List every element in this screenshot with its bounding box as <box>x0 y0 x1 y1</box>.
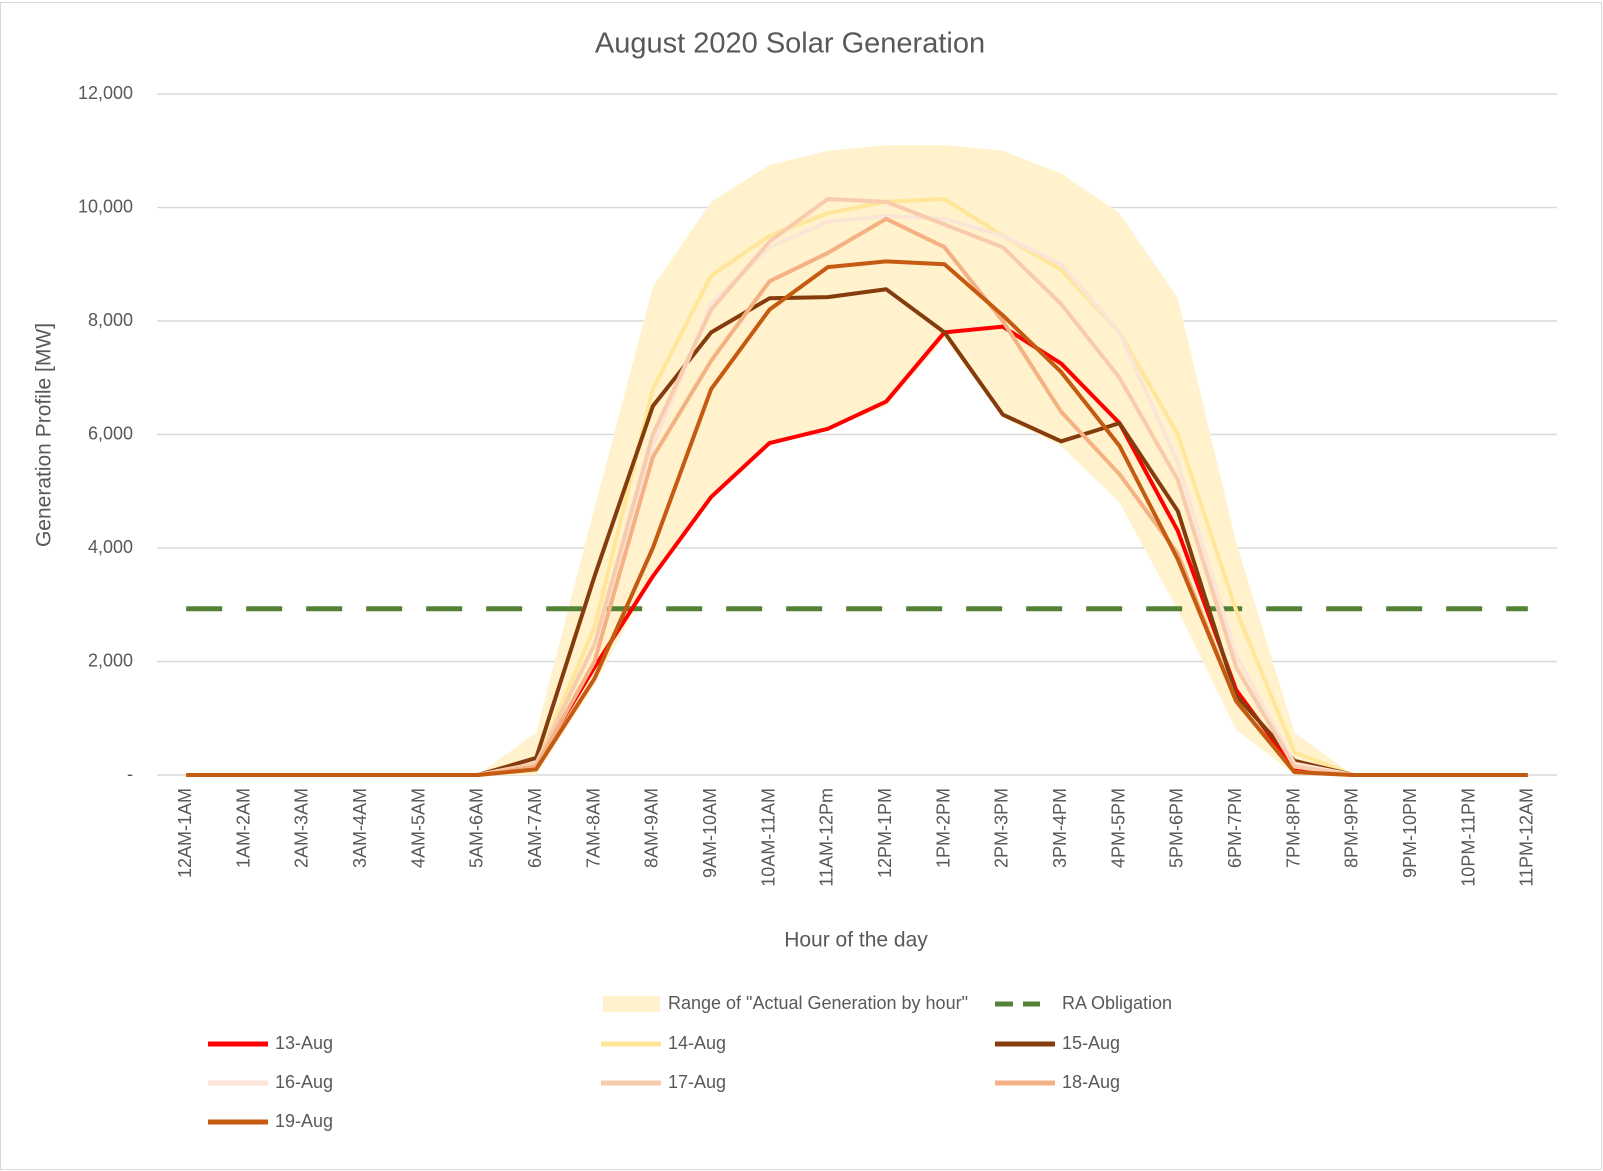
x-tick-label: 7PM-8PM <box>1283 788 1303 868</box>
x-tick-label: 10PM-11PM <box>1458 788 1478 887</box>
legend-label: 15-Aug <box>1062 1033 1120 1053</box>
x-tick-label: 1PM-2PM <box>933 788 953 868</box>
legend-label: RA Obligation <box>1062 993 1172 1013</box>
x-tick-label: 4AM-5AM <box>408 788 428 868</box>
x-tick-label: 3PM-4PM <box>1050 788 1070 868</box>
x-tick-label: 11AM-12Pm <box>817 788 837 887</box>
y-tick-label: - <box>127 764 133 784</box>
y-tick-label: 8,000 <box>88 310 133 330</box>
x-tick-label: 12PM-1PM <box>875 788 895 878</box>
x-tick-label: 5PM-6PM <box>1167 788 1187 868</box>
y-tick-label: 4,000 <box>88 537 133 557</box>
x-tick-label: 8AM-9AM <box>642 788 662 868</box>
y-tick-label: 10,000 <box>78 196 133 216</box>
x-tick-label: 1AM-2AM <box>233 788 253 868</box>
legend-label: 14-Aug <box>668 1033 726 1053</box>
x-tick-label: 6AM-7AM <box>525 788 545 868</box>
x-tick-label: 10AM-11AM <box>758 788 778 887</box>
legend-label: 19-Aug <box>275 1111 333 1131</box>
y-tick-label: 6,000 <box>88 423 133 443</box>
x-tick-label: 12AM-1AM <box>175 788 195 878</box>
legend-label: Range of "Actual Generation by hour" <box>668 993 968 1013</box>
x-axis-title: Hour of the day <box>784 929 928 952</box>
legend-label: 13-Aug <box>275 1033 333 1053</box>
x-tick-label: 8PM-9PM <box>1342 788 1362 868</box>
y-tick-label: 12,000 <box>78 83 133 103</box>
x-tick-label: 11PM-12AM <box>1517 788 1537 887</box>
legend-label: 16-Aug <box>275 1072 333 1092</box>
legend-swatch <box>603 996 660 1012</box>
x-tick-label: 2AM-3AM <box>292 788 312 868</box>
y-axis-title: Generation Profile [MW] <box>33 323 56 547</box>
range-area <box>186 145 1528 775</box>
y-tick-label: 2,000 <box>88 650 133 670</box>
legend-label: 17-Aug <box>668 1072 726 1092</box>
x-tick-label: 9PM-10PM <box>1400 788 1420 878</box>
x-tick-label: 2PM-3PM <box>992 788 1012 868</box>
legend-label: 18-Aug <box>1062 1072 1120 1092</box>
line <box>186 259 1528 777</box>
x-tick-label: 5AM-6AM <box>467 788 487 868</box>
chart-title: August 2020 Solar Generation <box>595 28 985 60</box>
x-tick-label: 6PM-7PM <box>1225 788 1245 868</box>
x-tick-label: 4PM-5PM <box>1108 788 1128 868</box>
x-tick-label: 7AM-8AM <box>583 788 603 868</box>
x-tick-label: 3AM-4AM <box>350 788 370 868</box>
x-tick-label: 9AM-10AM <box>700 788 720 878</box>
